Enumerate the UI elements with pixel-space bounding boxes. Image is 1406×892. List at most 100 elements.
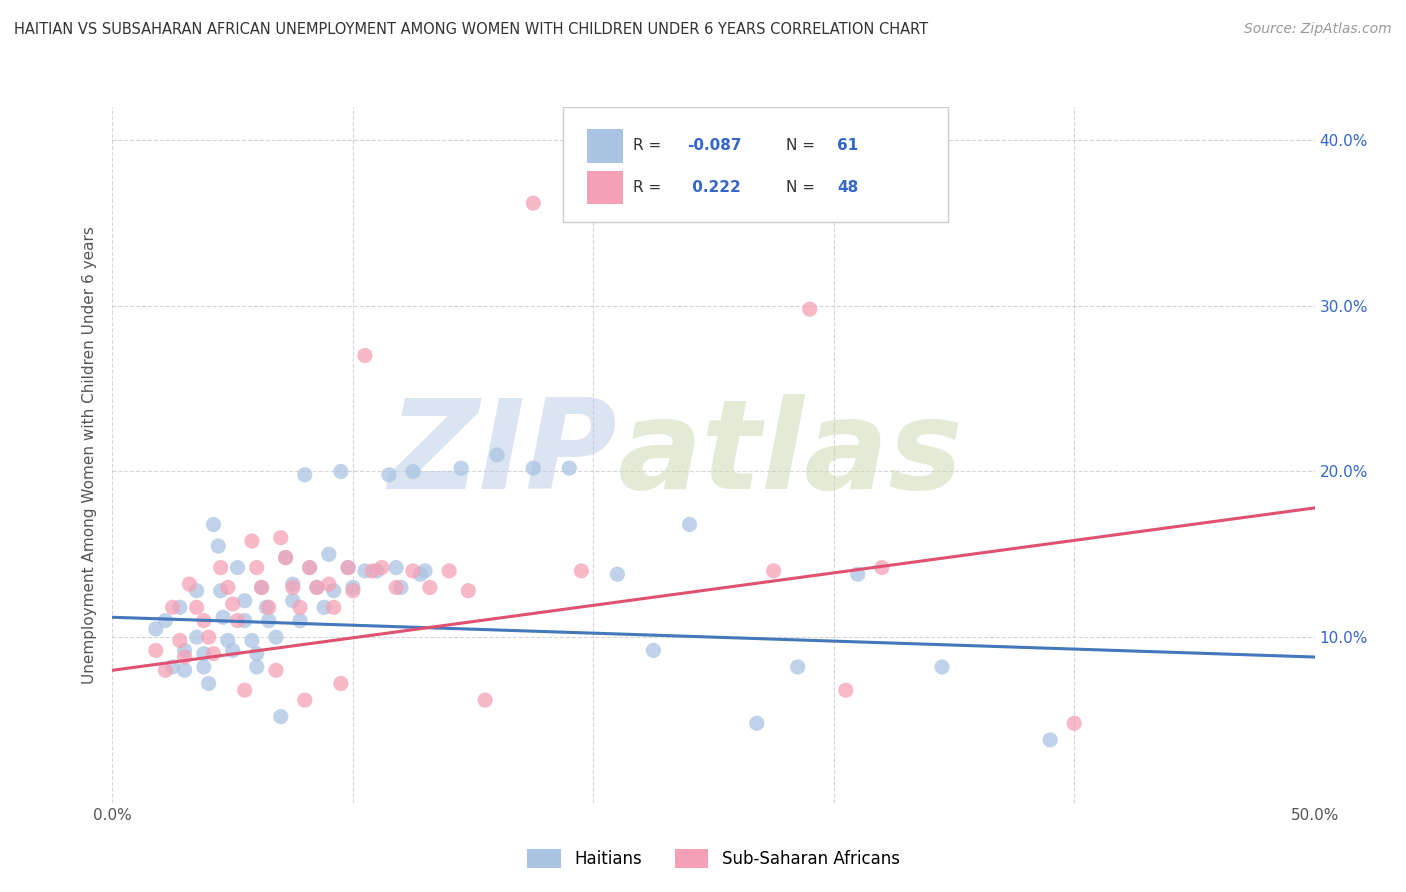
Point (186, 600, 208, 615)
Point (606, 567, 628, 582)
Point (197, 630, 219, 644)
Point (202, 647, 225, 661)
Point (337, 560, 360, 574)
Point (254, 600, 277, 615)
Point (337, 560, 360, 574)
Point (212, 610, 235, 624)
Text: ZIP: ZIP (388, 394, 617, 516)
Point (281, 581, 304, 595)
Point (173, 643, 195, 657)
Point (298, 560, 321, 574)
Point (329, 676, 352, 690)
Point (409, 567, 432, 582)
Point (522, 461, 544, 475)
Text: Source: ZipAtlas.com: Source: ZipAtlas.com (1244, 22, 1392, 37)
Point (385, 560, 408, 574)
Point (305, 581, 328, 595)
Point (217, 633, 239, 648)
Point (413, 564, 436, 578)
Text: N =: N = (786, 179, 820, 194)
Point (486, 448, 509, 462)
Point (870, 560, 893, 574)
Point (281, 593, 304, 607)
Point (257, 600, 280, 615)
Point (240, 534, 263, 549)
Point (786, 660, 808, 674)
Point (222, 643, 245, 657)
Point (361, 564, 384, 578)
Text: 61: 61 (838, 137, 859, 153)
Text: 48: 48 (838, 179, 859, 194)
Y-axis label: Unemployment Among Women with Children Under 6 years: Unemployment Among Women with Children U… (82, 226, 97, 684)
Point (145, 622, 167, 636)
Point (450, 461, 472, 475)
Point (155, 663, 177, 677)
FancyBboxPatch shape (564, 107, 948, 222)
Point (402, 465, 425, 479)
Point (217, 581, 239, 595)
Point (226, 560, 249, 574)
Point (305, 581, 328, 595)
Point (179, 577, 201, 591)
Text: -0.087: -0.087 (688, 137, 741, 153)
Point (270, 531, 292, 545)
Point (155, 614, 177, 628)
Point (281, 577, 304, 591)
Text: 0.222: 0.222 (688, 179, 741, 194)
Point (846, 567, 869, 582)
Point (162, 600, 184, 615)
Point (1063, 716, 1085, 731)
Text: N =: N = (786, 137, 820, 153)
Point (342, 581, 364, 595)
Point (274, 550, 297, 565)
Point (145, 643, 167, 657)
Point (274, 550, 297, 565)
Text: R =: R = (633, 137, 666, 153)
Point (246, 660, 269, 674)
Point (318, 577, 340, 591)
Point (193, 647, 215, 661)
Point (193, 660, 215, 674)
Point (298, 560, 321, 574)
Point (522, 196, 544, 211)
Point (1039, 732, 1062, 747)
FancyBboxPatch shape (588, 171, 623, 204)
Point (366, 564, 388, 578)
Point (312, 600, 335, 615)
Point (222, 597, 245, 611)
Point (226, 614, 249, 628)
Point (558, 461, 581, 475)
Point (354, 349, 377, 363)
Point (322, 583, 344, 598)
Point (745, 716, 768, 731)
Point (643, 643, 665, 657)
Point (294, 693, 316, 707)
Point (162, 660, 184, 674)
Point (678, 517, 700, 532)
Point (186, 583, 208, 598)
Point (835, 683, 858, 698)
Point (173, 663, 195, 677)
Point (378, 467, 401, 482)
Text: HAITIAN VS SUBSAHARAN AFRICAN UNEMPLOYMENT AMONG WOMEN WITH CHILDREN UNDER 6 YEA: HAITIAN VS SUBSAHARAN AFRICAN UNEMPLOYME… (14, 22, 928, 37)
Point (233, 614, 256, 628)
Point (246, 647, 269, 661)
Point (209, 583, 232, 598)
Point (202, 517, 225, 532)
Point (207, 539, 229, 553)
Point (419, 581, 441, 595)
Point (264, 663, 287, 677)
Point (402, 564, 425, 578)
Point (288, 600, 311, 615)
Point (173, 650, 195, 665)
Point (270, 709, 292, 723)
Point (799, 302, 821, 317)
Point (385, 581, 408, 595)
Point (250, 581, 273, 595)
Point (193, 614, 215, 628)
Point (322, 600, 344, 615)
Point (240, 633, 263, 648)
Point (457, 583, 479, 598)
Text: R =: R = (633, 179, 666, 194)
Point (294, 467, 316, 482)
